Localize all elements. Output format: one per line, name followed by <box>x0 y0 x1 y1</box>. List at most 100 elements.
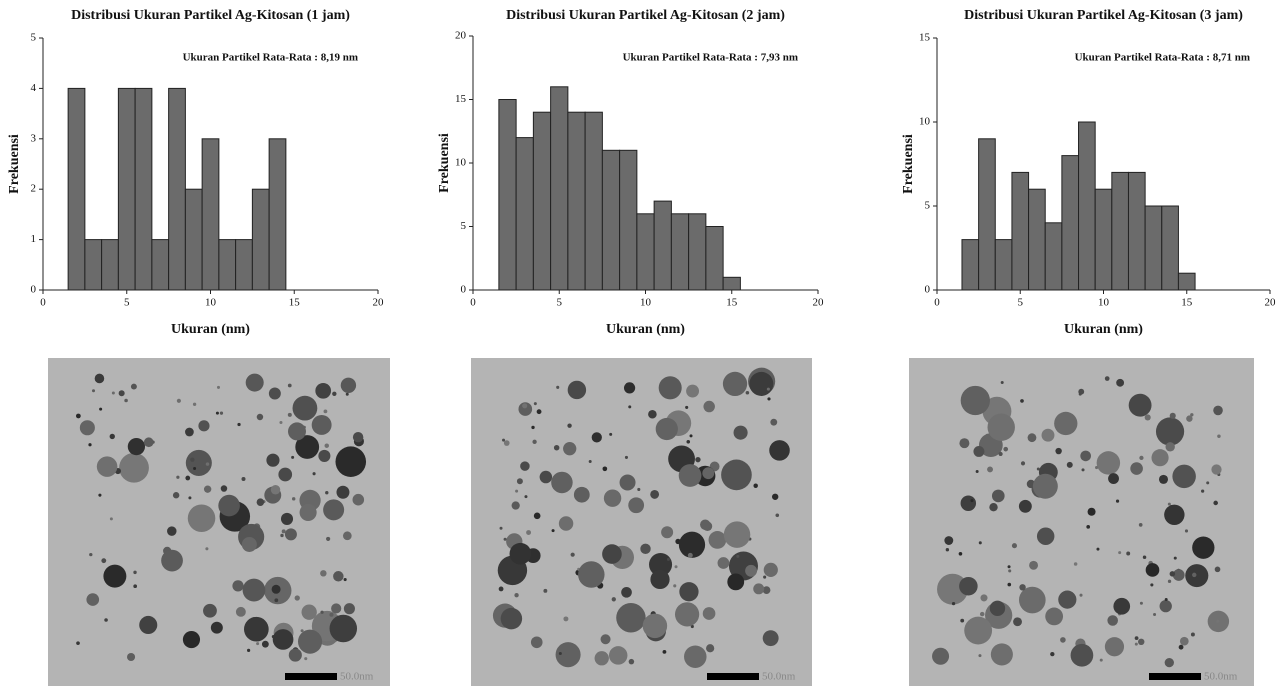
particle <box>109 433 115 440</box>
particle <box>1099 658 1103 662</box>
y-axis-label: Frekuensi <box>901 134 916 194</box>
y-tick-label: 0 <box>925 284 931 296</box>
particle <box>1019 584 1026 591</box>
particle <box>762 586 771 595</box>
particle <box>609 432 613 436</box>
particle <box>315 382 332 399</box>
particle <box>498 586 504 592</box>
particle <box>323 409 328 414</box>
particle <box>1128 393 1152 417</box>
particle <box>733 425 748 440</box>
particle <box>1055 447 1062 455</box>
particle <box>695 457 701 463</box>
particle <box>515 489 519 493</box>
bar <box>1161 205 1179 291</box>
y-tick-label: 15 <box>919 32 931 44</box>
particle <box>79 420 95 436</box>
particle <box>1096 451 1121 475</box>
particle <box>998 451 1003 457</box>
y-tick-label: 0 <box>461 284 467 296</box>
particle <box>1107 615 1118 626</box>
bar <box>101 239 119 291</box>
particle <box>767 397 771 401</box>
particle <box>749 371 774 396</box>
x-tick-label: 10 <box>205 297 217 309</box>
particle <box>1000 381 1004 385</box>
particle <box>511 501 520 510</box>
particle <box>1151 449 1169 467</box>
particle <box>299 503 317 522</box>
x-tick-label: 5 <box>124 297 130 309</box>
particle <box>989 502 998 512</box>
particle <box>989 600 1006 617</box>
particle <box>1192 572 1197 578</box>
particle <box>1066 461 1073 468</box>
particle <box>1007 582 1012 587</box>
particle <box>323 499 345 521</box>
particle <box>203 485 212 493</box>
bar <box>1061 155 1080 291</box>
x-tick-label: 0 <box>470 297 476 309</box>
particle <box>96 456 118 477</box>
particle <box>1060 637 1066 643</box>
particle <box>192 402 197 406</box>
particle <box>188 496 192 500</box>
particle <box>978 654 982 658</box>
particle <box>1115 499 1120 503</box>
bar <box>218 239 237 291</box>
particle <box>343 577 347 582</box>
bar <box>532 111 552 291</box>
particle <box>991 489 1005 503</box>
bar <box>1011 171 1030 291</box>
annotation: Ukuran Partikel Rata-Rata : 7,93 nm <box>623 52 798 64</box>
particle <box>281 529 286 534</box>
particle <box>1192 536 1215 559</box>
bar <box>994 239 1013 291</box>
particle <box>771 493 779 500</box>
bar <box>567 111 586 291</box>
particle <box>558 516 574 531</box>
particle <box>1134 636 1139 641</box>
particle <box>1217 434 1221 438</box>
particle <box>551 471 573 494</box>
x-tick-label: 15 <box>726 297 738 309</box>
particle <box>118 390 125 397</box>
particle <box>185 449 212 476</box>
particle <box>516 478 523 485</box>
particle <box>343 603 355 615</box>
particle <box>301 604 317 620</box>
particle <box>687 552 693 558</box>
particle <box>237 422 241 427</box>
particle <box>1144 414 1151 421</box>
particle <box>987 413 1015 441</box>
particle <box>287 422 306 441</box>
particle <box>193 467 197 471</box>
particle <box>608 646 628 665</box>
particle <box>624 455 628 459</box>
y-tick-label: 15 <box>455 93 467 105</box>
bar <box>584 111 603 291</box>
particle <box>600 634 611 645</box>
y-tick-label: 5 <box>31 32 37 44</box>
particle <box>960 385 990 416</box>
chart-title: Distribusi Ukuran Partikel Ag-Kitosan (2… <box>506 8 785 23</box>
particle <box>241 476 246 481</box>
particle <box>119 452 149 483</box>
particle <box>555 642 581 668</box>
particle <box>287 383 292 388</box>
particle <box>628 658 635 665</box>
particle <box>1008 569 1012 573</box>
particle <box>958 551 963 556</box>
particle <box>247 648 251 652</box>
bar <box>84 239 103 291</box>
bar <box>722 276 741 291</box>
particle <box>662 649 667 654</box>
particle <box>745 391 750 395</box>
bar <box>184 188 203 291</box>
x-tick-label: 10 <box>640 297 652 309</box>
particle <box>340 377 357 393</box>
particle <box>1185 564 1209 588</box>
particle <box>686 440 691 444</box>
particle <box>960 495 977 511</box>
